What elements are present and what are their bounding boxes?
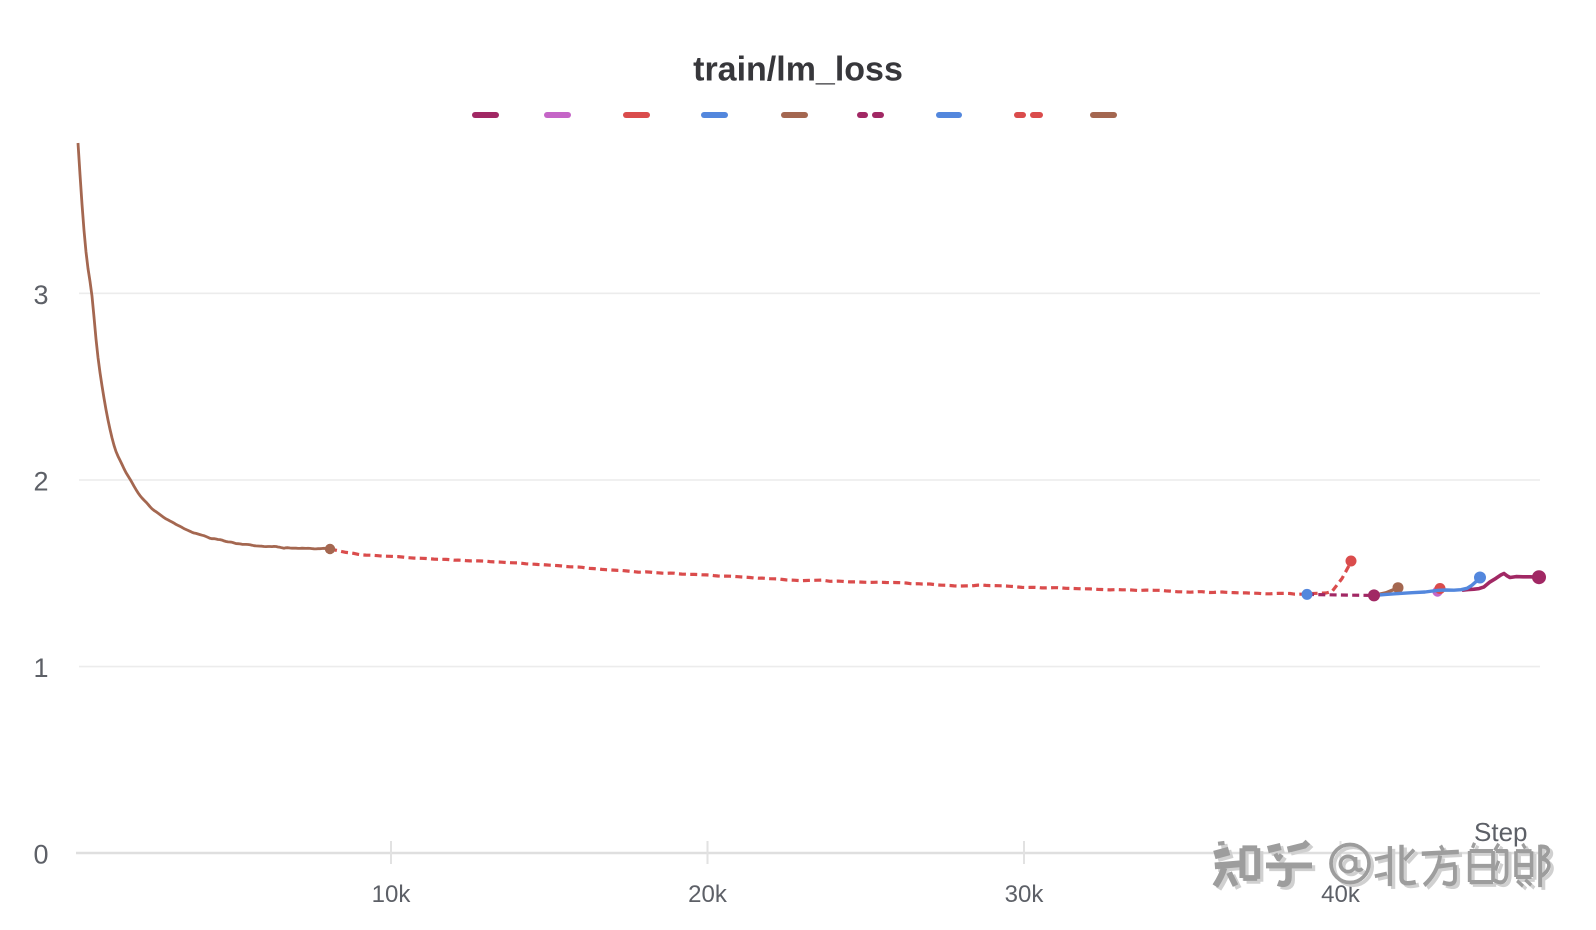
svg-text:train/lm_loss: train/lm_loss xyxy=(693,51,903,89)
svg-text:3: 3 xyxy=(33,280,48,310)
svg-text:1: 1 xyxy=(33,653,48,683)
svg-text:Step: Step xyxy=(1474,817,1528,847)
svg-text:2: 2 xyxy=(33,467,48,497)
svg-text:20k: 20k xyxy=(688,881,728,908)
svg-text:10k: 10k xyxy=(372,881,412,908)
svg-text:30k: 30k xyxy=(1005,881,1045,908)
svg-text:0: 0 xyxy=(33,840,48,870)
